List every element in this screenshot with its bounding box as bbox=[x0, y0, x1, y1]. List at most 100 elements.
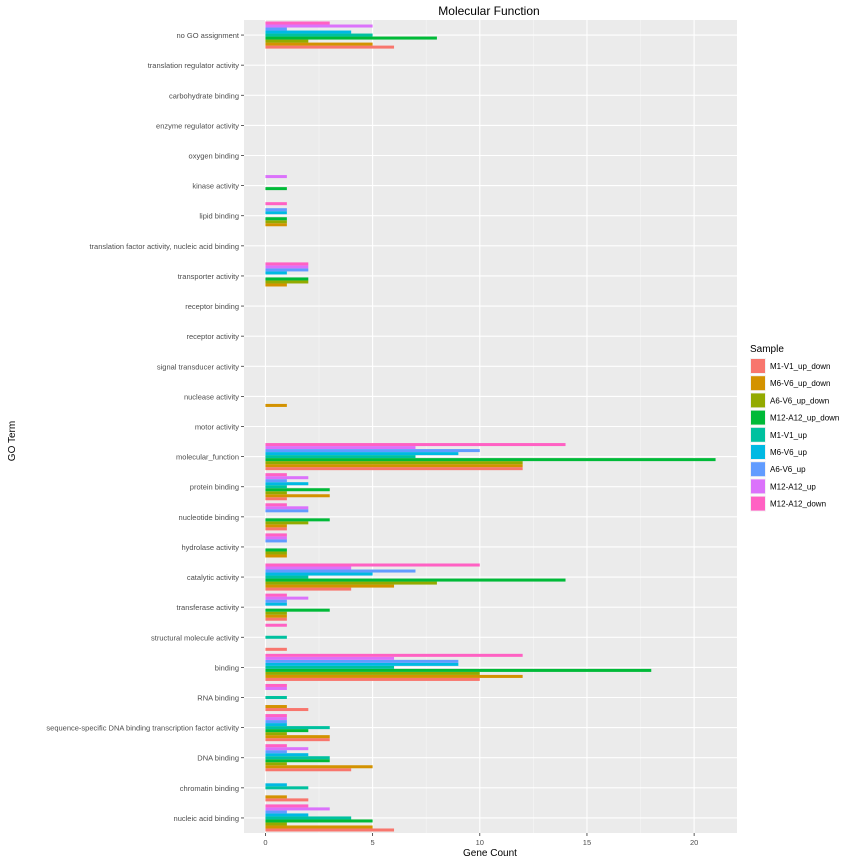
bar bbox=[265, 223, 287, 227]
y-tick-label: transporter activity bbox=[178, 272, 240, 281]
bar bbox=[265, 813, 309, 817]
bar bbox=[265, 262, 309, 266]
bar bbox=[265, 403, 287, 407]
bar bbox=[265, 521, 309, 525]
y-tick-label: transferase activity bbox=[176, 603, 239, 612]
bar bbox=[265, 611, 287, 615]
bar bbox=[265, 729, 309, 733]
bar bbox=[265, 175, 287, 179]
bar bbox=[265, 464, 523, 468]
y-tick-label: structural molecule activity bbox=[151, 633, 239, 642]
bar bbox=[265, 744, 287, 748]
bar bbox=[265, 756, 330, 760]
bar bbox=[265, 187, 287, 191]
bar bbox=[265, 810, 287, 814]
y-tick-label: kinase activity bbox=[192, 182, 239, 191]
x-axis-ticks: 0 5 10 15 20 bbox=[263, 833, 698, 847]
bar bbox=[265, 738, 330, 742]
bar bbox=[265, 479, 287, 483]
bar bbox=[265, 804, 309, 808]
y-tick-label: no GO assignment bbox=[176, 31, 239, 40]
bar bbox=[265, 539, 287, 543]
legend-swatch bbox=[751, 427, 765, 442]
bar bbox=[265, 708, 309, 712]
y-axis-ticks: nucleic acid binding chromatin binding DNA… bbox=[46, 31, 244, 823]
bar bbox=[265, 656, 395, 660]
y-tick-label: lipid binding bbox=[199, 212, 239, 221]
y-tick-label: hydrolase activity bbox=[181, 543, 239, 552]
y-tick-label: enzyme regulator activity bbox=[156, 121, 239, 130]
x-tick-label: 15 bbox=[583, 838, 591, 847]
y-tick-label: nuclease activity bbox=[184, 392, 239, 401]
bar bbox=[265, 735, 330, 739]
y-tick-label: receptor binding bbox=[185, 302, 239, 311]
bar bbox=[265, 30, 352, 34]
bar bbox=[265, 551, 287, 555]
bar bbox=[265, 280, 309, 284]
bars bbox=[265, 21, 716, 832]
x-axis-title: Gene Count bbox=[463, 848, 517, 859]
bar bbox=[265, 569, 416, 573]
bar bbox=[265, 822, 287, 826]
bar bbox=[265, 548, 287, 552]
bar bbox=[265, 485, 287, 489]
bar bbox=[265, 458, 716, 462]
bar bbox=[265, 768, 352, 772]
bar bbox=[265, 506, 309, 510]
x-tick-label: 10 bbox=[476, 838, 484, 847]
bar bbox=[265, 494, 330, 498]
bar bbox=[265, 665, 395, 669]
bar bbox=[265, 683, 287, 687]
bar bbox=[265, 578, 566, 582]
bar bbox=[265, 759, 330, 763]
y-axis-title: GO Term bbox=[7, 421, 18, 461]
bar bbox=[265, 488, 330, 492]
bar bbox=[265, 497, 287, 501]
bar bbox=[265, 677, 480, 681]
bar bbox=[265, 647, 287, 651]
bar bbox=[265, 753, 309, 757]
bar bbox=[265, 795, 287, 799]
bar bbox=[265, 503, 287, 507]
bar bbox=[265, 695, 287, 700]
bar bbox=[265, 662, 459, 666]
y-tick-label: nucleotide binding bbox=[179, 513, 239, 522]
bar bbox=[265, 24, 373, 28]
bar bbox=[265, 747, 309, 751]
bar bbox=[265, 614, 287, 618]
bar bbox=[265, 449, 480, 453]
bar bbox=[265, 45, 395, 49]
legend-label: M6-V6_up_down bbox=[770, 379, 830, 388]
bar bbox=[265, 720, 287, 724]
legend-items: M1-V1_up_down M6-V6_up_down A6-V6_up_down M… bbox=[750, 358, 839, 512]
y-tick-label: protein binding bbox=[190, 483, 239, 492]
legend-label: M12-A12_down bbox=[770, 500, 826, 509]
bar bbox=[265, 593, 287, 597]
bar bbox=[265, 584, 395, 588]
legend-swatch bbox=[751, 445, 765, 459]
bar bbox=[265, 563, 480, 567]
bar bbox=[265, 446, 416, 450]
bar bbox=[265, 536, 287, 540]
bar bbox=[265, 674, 523, 678]
legend-swatch bbox=[751, 410, 765, 425]
bar bbox=[265, 581, 437, 585]
bar bbox=[265, 220, 287, 224]
grid-lines bbox=[244, 20, 737, 833]
x-tick-label: 20 bbox=[690, 838, 698, 847]
y-tick-label: binding bbox=[215, 663, 239, 672]
bar bbox=[265, 452, 459, 456]
y-tick-label: oxygen binding bbox=[189, 152, 239, 161]
y-tick-label: translation regulator activity bbox=[148, 61, 240, 70]
bar bbox=[265, 723, 287, 727]
bar bbox=[265, 277, 309, 281]
bar bbox=[265, 283, 287, 287]
bar bbox=[265, 602, 287, 606]
legend-label: M1-V1_up bbox=[770, 431, 807, 440]
bar bbox=[265, 217, 287, 221]
legend: Sample M1-V1_up_down M6-V6_up_down A6-V6_u… bbox=[750, 344, 839, 512]
bar bbox=[265, 659, 459, 663]
bar bbox=[265, 717, 287, 721]
y-tick-label: DNA binding bbox=[197, 754, 239, 763]
